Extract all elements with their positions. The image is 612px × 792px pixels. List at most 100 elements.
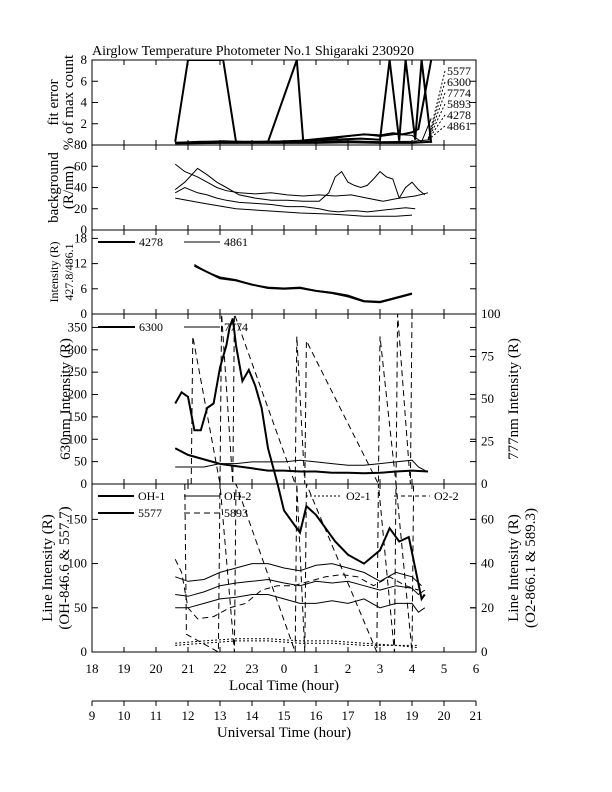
x-tick-label-lt: 2 (345, 661, 352, 676)
y-right-tick-label: 0 (481, 644, 488, 659)
y-tick-label: 0 (81, 222, 88, 237)
legend-leader (427, 92, 446, 141)
y-right-axis-label: (O2-866.1 & 589.3) (523, 508, 539, 628)
x-tick-label-ut: 17 (342, 708, 356, 723)
legend-label-6300: 6300 (139, 320, 163, 334)
y-right-axis-label: Line Intensity (R) (506, 514, 522, 621)
y-tick-label: 8 (81, 52, 88, 67)
y-tick-label: 20 (74, 201, 87, 216)
y-tick-label: 300 (68, 342, 88, 357)
y-axis-label: background (46, 152, 62, 223)
series-line-O2-1 (175, 638, 419, 646)
y-tick-label: 18 (74, 230, 87, 245)
series-line-OH-2 (175, 578, 426, 597)
y-axis-label: % of max count (61, 54, 77, 150)
x-tick-label-ut: 18 (374, 708, 387, 723)
series-line-OH-upper (175, 563, 422, 587)
x-tick-label-ut: 19 (406, 708, 419, 723)
y-right-tick-label: 50 (481, 391, 494, 406)
legend-leader (427, 114, 446, 141)
y-left-axis-label: (OH-846.6 & 557.7) (57, 506, 73, 629)
series-line-6300 (174, 318, 279, 484)
x-tick-label-lt: 21 (182, 661, 195, 676)
y-tick-label: 100 (68, 431, 88, 446)
y-tick-label: 12 (74, 256, 87, 271)
y-right-tick-label: 40 (481, 556, 494, 571)
series-line-OH-1 (175, 594, 426, 613)
y-tick-label: 60 (74, 158, 87, 173)
y-tick-label: 200 (68, 387, 88, 402)
x-tick-label-lt: 20 (150, 661, 163, 676)
x-tick-label-lt: 1 (313, 661, 320, 676)
series-line-s0 (174, 163, 429, 202)
y-axis-label: (R/nm) (61, 166, 77, 209)
legend-label-4278: 4278 (447, 108, 471, 122)
series-line-4861 (175, 141, 432, 144)
series-line-4278 (193, 264, 413, 304)
panel-fit-error: 0 2 4 6 8 fit error% of max count (46, 52, 477, 152)
y-tick-label: 0 (81, 306, 88, 321)
series-group (174, 60, 433, 145)
x-tick-label-lt: 23 (246, 661, 259, 676)
legend-label-7774: 7774 (224, 320, 248, 334)
legend-label-5893: 5893 (447, 97, 471, 111)
y-right-tick-label: 60 (481, 511, 494, 526)
legend-label-4278: 4278 (139, 235, 163, 249)
x-tick-label-lt: 4 (409, 661, 416, 676)
y-right-axis-label: 777nm Intensity (R) (506, 338, 522, 460)
legend-label-OH-1: OH-1 (138, 489, 165, 503)
y-tick-label: 80 (74, 137, 87, 152)
series-line-5893-spikes (184, 484, 415, 652)
series-line-7774 (175, 118, 432, 144)
series-group (174, 314, 429, 484)
legend-leader (427, 103, 446, 141)
x-tick-label-ut: 13 (214, 708, 227, 723)
y-right-tick-label: 0 (481, 476, 488, 491)
legend-label-O2-1: O2-1 (346, 489, 371, 503)
x-tick-label-lt: 22 (214, 661, 227, 676)
legend-label-4861: 4861 (447, 119, 471, 133)
y-tick-label: 0 (81, 137, 88, 152)
y-tick-label: 6 (81, 73, 88, 88)
x-tick-label-ut: 11 (150, 708, 163, 723)
y-axis-label: Intensity (R) (47, 242, 61, 303)
y-tick-label: 6 (81, 281, 88, 296)
series-line-6300 (174, 447, 429, 475)
panel-frame (91, 313, 477, 485)
series-line-s3 (175, 197, 413, 217)
y-axis-label: fit error (46, 79, 62, 125)
y-left-axis-label: Line Intensity (R) (40, 514, 56, 621)
panel-background: 0 20 40 60 80 background (R/nm) (46, 137, 477, 237)
x-tick-label-ut: 16 (310, 708, 324, 723)
legend-label-5893: 5893 (224, 506, 248, 520)
legend-label-4861: 4861 (224, 235, 248, 249)
series-group (193, 263, 413, 304)
x-tick-label-ut: 12 (182, 708, 195, 723)
y-tick-label: 4 (81, 95, 88, 110)
series-line-s1 (174, 167, 426, 202)
series-line-7774 (175, 459, 429, 473)
x-tick-label-ut: 10 (118, 708, 131, 723)
series-line-O2-2 (175, 640, 419, 649)
y-tick-label: 2 (81, 116, 88, 131)
x-axis-label-ut: Universal Time (hour) (217, 725, 351, 741)
legend-label-O2-2: O2-2 (434, 489, 459, 503)
y-tick-label: 50 (74, 600, 87, 615)
panel-frame (91, 144, 477, 231)
x-tick-label-ut: 21 (470, 708, 483, 723)
x-tick-label-lt: 6 (473, 661, 480, 676)
y-tick-label: 150 (68, 511, 88, 526)
y-right-tick-label: 20 (481, 600, 494, 615)
y-tick-label: 150 (68, 409, 88, 424)
y-right-tick-label: 100 (481, 306, 501, 321)
y-tick-label: 0 (81, 644, 88, 659)
series-line-5893 (174, 558, 419, 620)
y-tick-label: 250 (68, 364, 88, 379)
legend-label-7774: 7774 (447, 86, 471, 100)
y-tick-label: 100 (68, 556, 88, 571)
x-tick-label-ut: 20 (438, 708, 451, 723)
legend-label-5577: 5577 (447, 64, 471, 78)
